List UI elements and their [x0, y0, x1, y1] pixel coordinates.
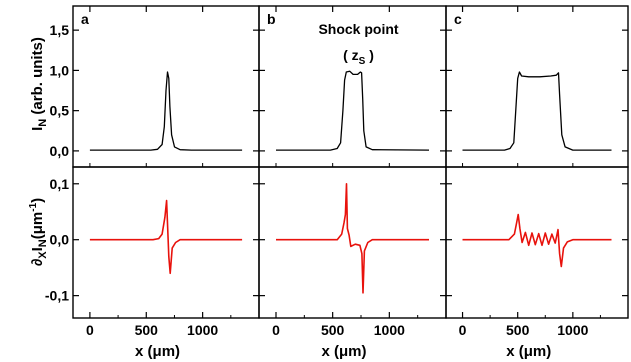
x-axis-label: x (μm) — [135, 343, 180, 360]
x-tick-label: 0 — [86, 322, 94, 338]
x-tick-label: 1000 — [557, 322, 588, 338]
panel-letter-c: c — [454, 11, 462, 27]
panel-a-bottom-frame — [72, 166, 260, 319]
y-tick-label-top: 0,5 — [50, 103, 70, 119]
x-tick-label: 0 — [459, 322, 467, 338]
series-derivative-panel-c — [462, 213, 612, 268]
x-tick-label: 500 — [135, 322, 159, 338]
y-tick-label-bottom: 0,0 — [50, 232, 70, 248]
y-tick-label-top: 1,5 — [50, 22, 70, 38]
panel-b-bottom-frame — [258, 166, 447, 319]
annotation-shock-point: Shock point — [318, 21, 398, 37]
panel-letter-b: b — [267, 11, 276, 27]
panel-c-bottom-frame — [445, 166, 629, 319]
y-axis-label-top: IN (arb. units) — [29, 37, 49, 131]
x-tick-label: 500 — [321, 322, 345, 338]
y-tick-label-top: 1,0 — [50, 62, 70, 78]
annotation-zs: ( zS ) — [343, 47, 374, 67]
plot-layer: 0 500 1000 a x (μm) 0 500 1000 b Shock point ( zS … — [45, 5, 629, 360]
y-axis-label-bottom: ∂XIN(μm-1) — [28, 198, 49, 266]
svg-text:∂XIN(μm-1): ∂XIN(μm-1) — [28, 198, 49, 266]
series-intensity-panel-a — [89, 71, 243, 151]
x-axis-label: x (μm) — [506, 343, 551, 360]
x-tick-label: 1000 — [187, 322, 218, 338]
series-intensity-panel-c — [462, 71, 612, 151]
series-intensity-panel-b — [276, 70, 430, 151]
y-tick-label-bottom: -0,1 — [45, 288, 69, 304]
x-tick-label: 1000 — [374, 322, 405, 338]
x-tick-label: 0 — [272, 322, 280, 338]
y-tick-label-top: 0,0 — [50, 143, 70, 159]
panel-c-top-frame — [445, 5, 629, 168]
series-derivative-panel-a — [89, 199, 243, 275]
panel-letter-a: a — [81, 11, 89, 27]
y-tick-label-bottom: 0,1 — [50, 176, 70, 192]
svg-text:IN (arb. units): IN (arb. units) — [29, 37, 49, 131]
x-tick-label: 500 — [506, 322, 530, 338]
x-axis-label: x (μm) — [321, 343, 366, 360]
series-derivative-panel-b — [276, 183, 429, 294]
